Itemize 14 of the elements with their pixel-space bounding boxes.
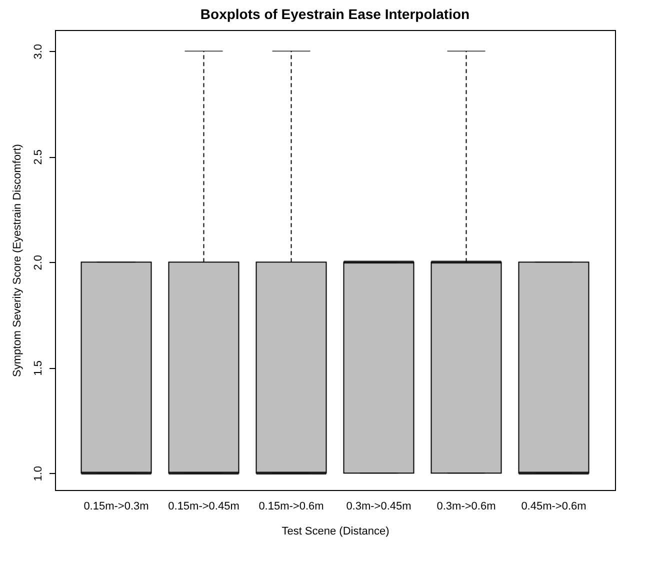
y-axis-title: Symptom Severity Score (Eyestrain Discomfort) bbox=[12, 144, 24, 377]
x-tick-label: 0.45m->0.6m bbox=[521, 500, 586, 512]
x-tick-label: 0.3m->0.45m bbox=[346, 500, 412, 512]
chart-title: Boxplots of Eyestrain Ease Interpolation bbox=[200, 6, 470, 22]
x-tick-label: 0.15m->0.45m bbox=[168, 500, 240, 512]
y-tick-label: 2.5 bbox=[32, 149, 44, 165]
y-tick-label: 1.5 bbox=[32, 360, 44, 376]
x-tick-label: 0.3m->0.6m bbox=[436, 500, 496, 512]
x-tick-label: 0.15m->0.3m bbox=[84, 500, 149, 512]
x-axis-title: Test Scene (Distance) bbox=[282, 526, 390, 538]
y-tick-label: 3.0 bbox=[32, 44, 44, 60]
y-tick-label: 2.0 bbox=[32, 254, 44, 270]
x-tick-label: 0.15m->0.6m bbox=[258, 500, 324, 512]
y-tick-label: 1.0 bbox=[32, 466, 44, 482]
